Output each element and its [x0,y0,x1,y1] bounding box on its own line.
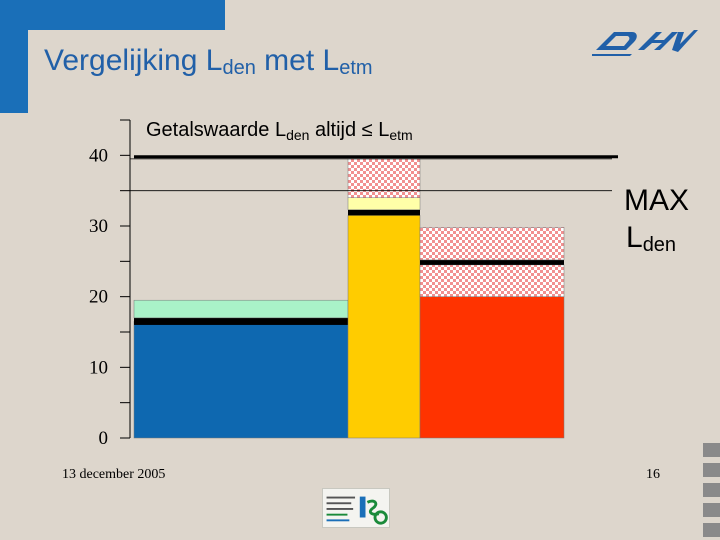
chart-title: Getalswaarde Lden altijd ≤ Letm [146,119,413,143]
dhv-logo-icon [592,30,698,56]
corner-band-left [0,0,28,113]
corner-band [0,0,225,30]
bar-segment [133,299,349,319]
max-label-line1: MAX [624,184,689,217]
y-tick-label: 20 [89,287,108,308]
bar-segment [419,264,565,297]
max-label-line2: Lden [626,221,676,256]
corner-squares [703,443,720,537]
title-mid: met L [255,44,340,77]
y-tick-label: 40 [89,145,108,166]
bar-segment [347,158,421,198]
title-main: Vergelijking L [44,44,223,77]
page-number: 16 [646,467,660,482]
y-tick-label: 0 [99,428,109,449]
y-tick-label: 30 [89,216,108,237]
title-sub-etm: etm [339,57,373,79]
footer-date: 13 december 2005 [62,467,166,482]
bar [133,321,349,439]
bar [347,215,421,439]
bar-segment [419,227,565,261]
bar-segment [347,197,421,210]
bar-segment [348,209,420,216]
bar-segment [420,259,564,265]
y-tick-label: 10 [89,357,108,378]
slide-title: Vergelijking Lden met Letm [44,44,373,80]
title-sub-den: den [222,57,256,79]
msg-badge-icon [322,488,390,528]
bar-segment [134,317,348,325]
bar [419,296,565,439]
